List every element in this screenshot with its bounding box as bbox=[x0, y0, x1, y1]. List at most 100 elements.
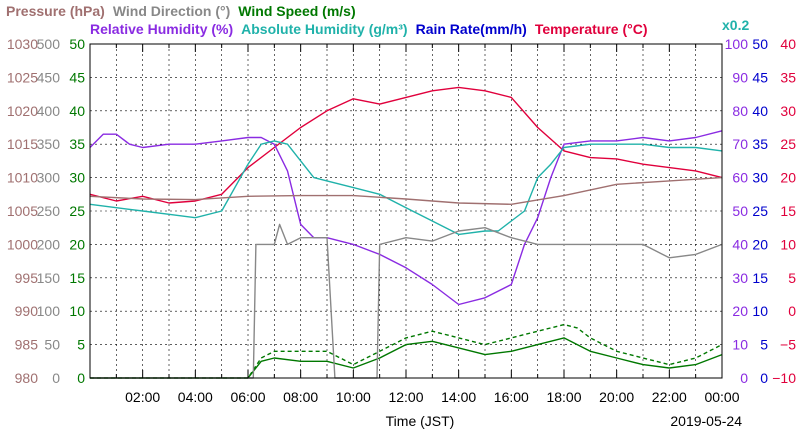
x-tick-label: 04:00 bbox=[178, 389, 213, 405]
y-tick-label: 985 bbox=[15, 337, 39, 353]
y-tick-label: 0 bbox=[760, 370, 768, 386]
y-tick-label: 10 bbox=[752, 303, 768, 319]
x-tick-label: 06:00 bbox=[230, 389, 265, 405]
x-tick-label: 10:00 bbox=[336, 389, 371, 405]
y-tick-label: 60 bbox=[732, 170, 748, 186]
legend-entry: Absolute Humidity (g/m³) bbox=[241, 21, 407, 37]
y-tick-label: 1015 bbox=[7, 136, 38, 152]
y-tick-label: 0 bbox=[740, 370, 748, 386]
legend-bottom: Relative Humidity (%) Absolute Humidity (… bbox=[90, 21, 648, 37]
y-tick-label: 0 bbox=[52, 370, 60, 386]
y-tick-label: 30 bbox=[732, 270, 748, 286]
y-tick-label: 40 bbox=[752, 103, 768, 119]
y-tick-label: 20 bbox=[780, 170, 796, 186]
y-tick-label: 15 bbox=[752, 270, 768, 286]
y-tick-label: 35 bbox=[752, 136, 768, 152]
right-axes: 1009080706050403020100504540353025201510… bbox=[725, 36, 797, 386]
y-tick-label: 1025 bbox=[7, 69, 38, 85]
y-tick-label: 40 bbox=[780, 36, 796, 52]
y-tick-label: 80 bbox=[732, 103, 748, 119]
y-tick-label: 10 bbox=[69, 303, 85, 319]
y-tick-label: 40 bbox=[69, 103, 85, 119]
y-tick-label: 50 bbox=[44, 337, 60, 353]
series-line-wind-speed-gust bbox=[90, 323, 723, 379]
date-label: 2019-05-24 bbox=[670, 413, 742, 429]
y-tick-label: 1005 bbox=[7, 203, 38, 219]
y-tick-label: 100 bbox=[37, 303, 61, 319]
y-tick-label: 15 bbox=[69, 270, 85, 286]
y-tick-label: 20 bbox=[732, 303, 748, 319]
y-tick-label: 200 bbox=[37, 236, 61, 252]
abs-humidity-scale-note: x0.2 bbox=[722, 17, 749, 33]
y-tick-label: 50 bbox=[732, 203, 748, 219]
y-tick-label: 500 bbox=[37, 36, 61, 52]
y-tick-label: 0 bbox=[77, 370, 85, 386]
x-tick-label: 14:00 bbox=[441, 389, 476, 405]
legend-entry: Temperature (°C) bbox=[535, 21, 648, 37]
x-tick-label: 00:00 bbox=[704, 389, 739, 405]
y-tick-label: 450 bbox=[37, 69, 61, 85]
y-tick-label: 400 bbox=[37, 103, 61, 119]
series-layer bbox=[89, 86, 723, 379]
y-tick-label: 1020 bbox=[7, 103, 38, 119]
y-tick-label: 45 bbox=[69, 69, 85, 85]
series-line-temperature bbox=[89, 86, 723, 204]
y-tick-label: 30 bbox=[69, 170, 85, 186]
y-tick-label: 50 bbox=[752, 36, 768, 52]
y-tick-label: 250 bbox=[37, 203, 61, 219]
y-tick-label: 45 bbox=[752, 69, 768, 85]
x-tick-label: 02:00 bbox=[125, 389, 160, 405]
series-line-absolute-humidity bbox=[89, 140, 723, 236]
y-tick-label: 990 bbox=[15, 303, 39, 319]
y-tick-label: 70 bbox=[732, 136, 748, 152]
y-tick-label: 150 bbox=[37, 270, 61, 286]
y-tick-label: 5 bbox=[760, 337, 768, 353]
legend-entry: Relative Humidity (%) bbox=[90, 21, 233, 37]
x-tick-label: 22:00 bbox=[652, 389, 687, 405]
y-tick-label: 30 bbox=[780, 103, 796, 119]
y-tick-label: 20 bbox=[69, 236, 85, 252]
y-tick-label: 35 bbox=[780, 69, 796, 85]
y-tick-label: 0 bbox=[788, 303, 796, 319]
y-tick-label: 5 bbox=[77, 337, 85, 353]
y-tick-label: −10 bbox=[772, 370, 796, 386]
y-tick-label: 25 bbox=[752, 203, 768, 219]
y-tick-label: 300 bbox=[37, 170, 61, 186]
y-tick-label: 10 bbox=[732, 337, 748, 353]
y-tick-label: 980 bbox=[15, 370, 39, 386]
x-tick-label: 20:00 bbox=[599, 389, 634, 405]
legend-entry: Pressure (hPa) bbox=[6, 3, 105, 19]
x-axis-title: Time (JST) bbox=[386, 413, 455, 429]
y-tick-label: 90 bbox=[732, 69, 748, 85]
x-tick-label: 16:00 bbox=[494, 389, 529, 405]
y-tick-label: 350 bbox=[37, 136, 61, 152]
x-tick-label: 18:00 bbox=[546, 389, 581, 405]
y-tick-label: 100 bbox=[725, 36, 749, 52]
legend-entry: Rain Rate(mm/h) bbox=[416, 21, 527, 37]
y-tick-label: 10 bbox=[780, 236, 796, 252]
y-tick-label: 40 bbox=[732, 236, 748, 252]
y-tick-label: 15 bbox=[780, 203, 796, 219]
y-tick-label: −5 bbox=[780, 337, 796, 353]
series-line-relative-humidity bbox=[89, 130, 723, 306]
series-line-pressure bbox=[89, 176, 723, 206]
legend-entry: Wind Speed (m/s) bbox=[238, 3, 355, 19]
left-axes: 1030102510201015101010051000995990985980… bbox=[7, 36, 85, 386]
y-tick-label: 50 bbox=[69, 36, 85, 52]
legend-top: Pressure (hPa) Wind Direction (°) Wind Spe… bbox=[6, 3, 356, 19]
series-line-wind-direction bbox=[90, 223, 723, 379]
y-tick-label: 995 bbox=[15, 270, 39, 286]
x-tick-label: 12:00 bbox=[388, 389, 423, 405]
series-line-wind-speed-avg bbox=[90, 337, 723, 379]
y-tick-label: 1030 bbox=[7, 36, 38, 52]
y-tick-label: 25 bbox=[780, 136, 796, 152]
x-axis: 02:00 04:00 06:00 08:00 10:00 12:00 14:00 16:00… bbox=[115, 44, 740, 405]
y-tick-label: 25 bbox=[69, 203, 85, 219]
y-tick-label: 30 bbox=[752, 170, 768, 186]
y-tick-label: 5 bbox=[788, 270, 796, 286]
y-tick-label: 20 bbox=[752, 236, 768, 252]
x-tick-label: 08:00 bbox=[283, 389, 318, 405]
y-tick-label: 35 bbox=[69, 136, 85, 152]
